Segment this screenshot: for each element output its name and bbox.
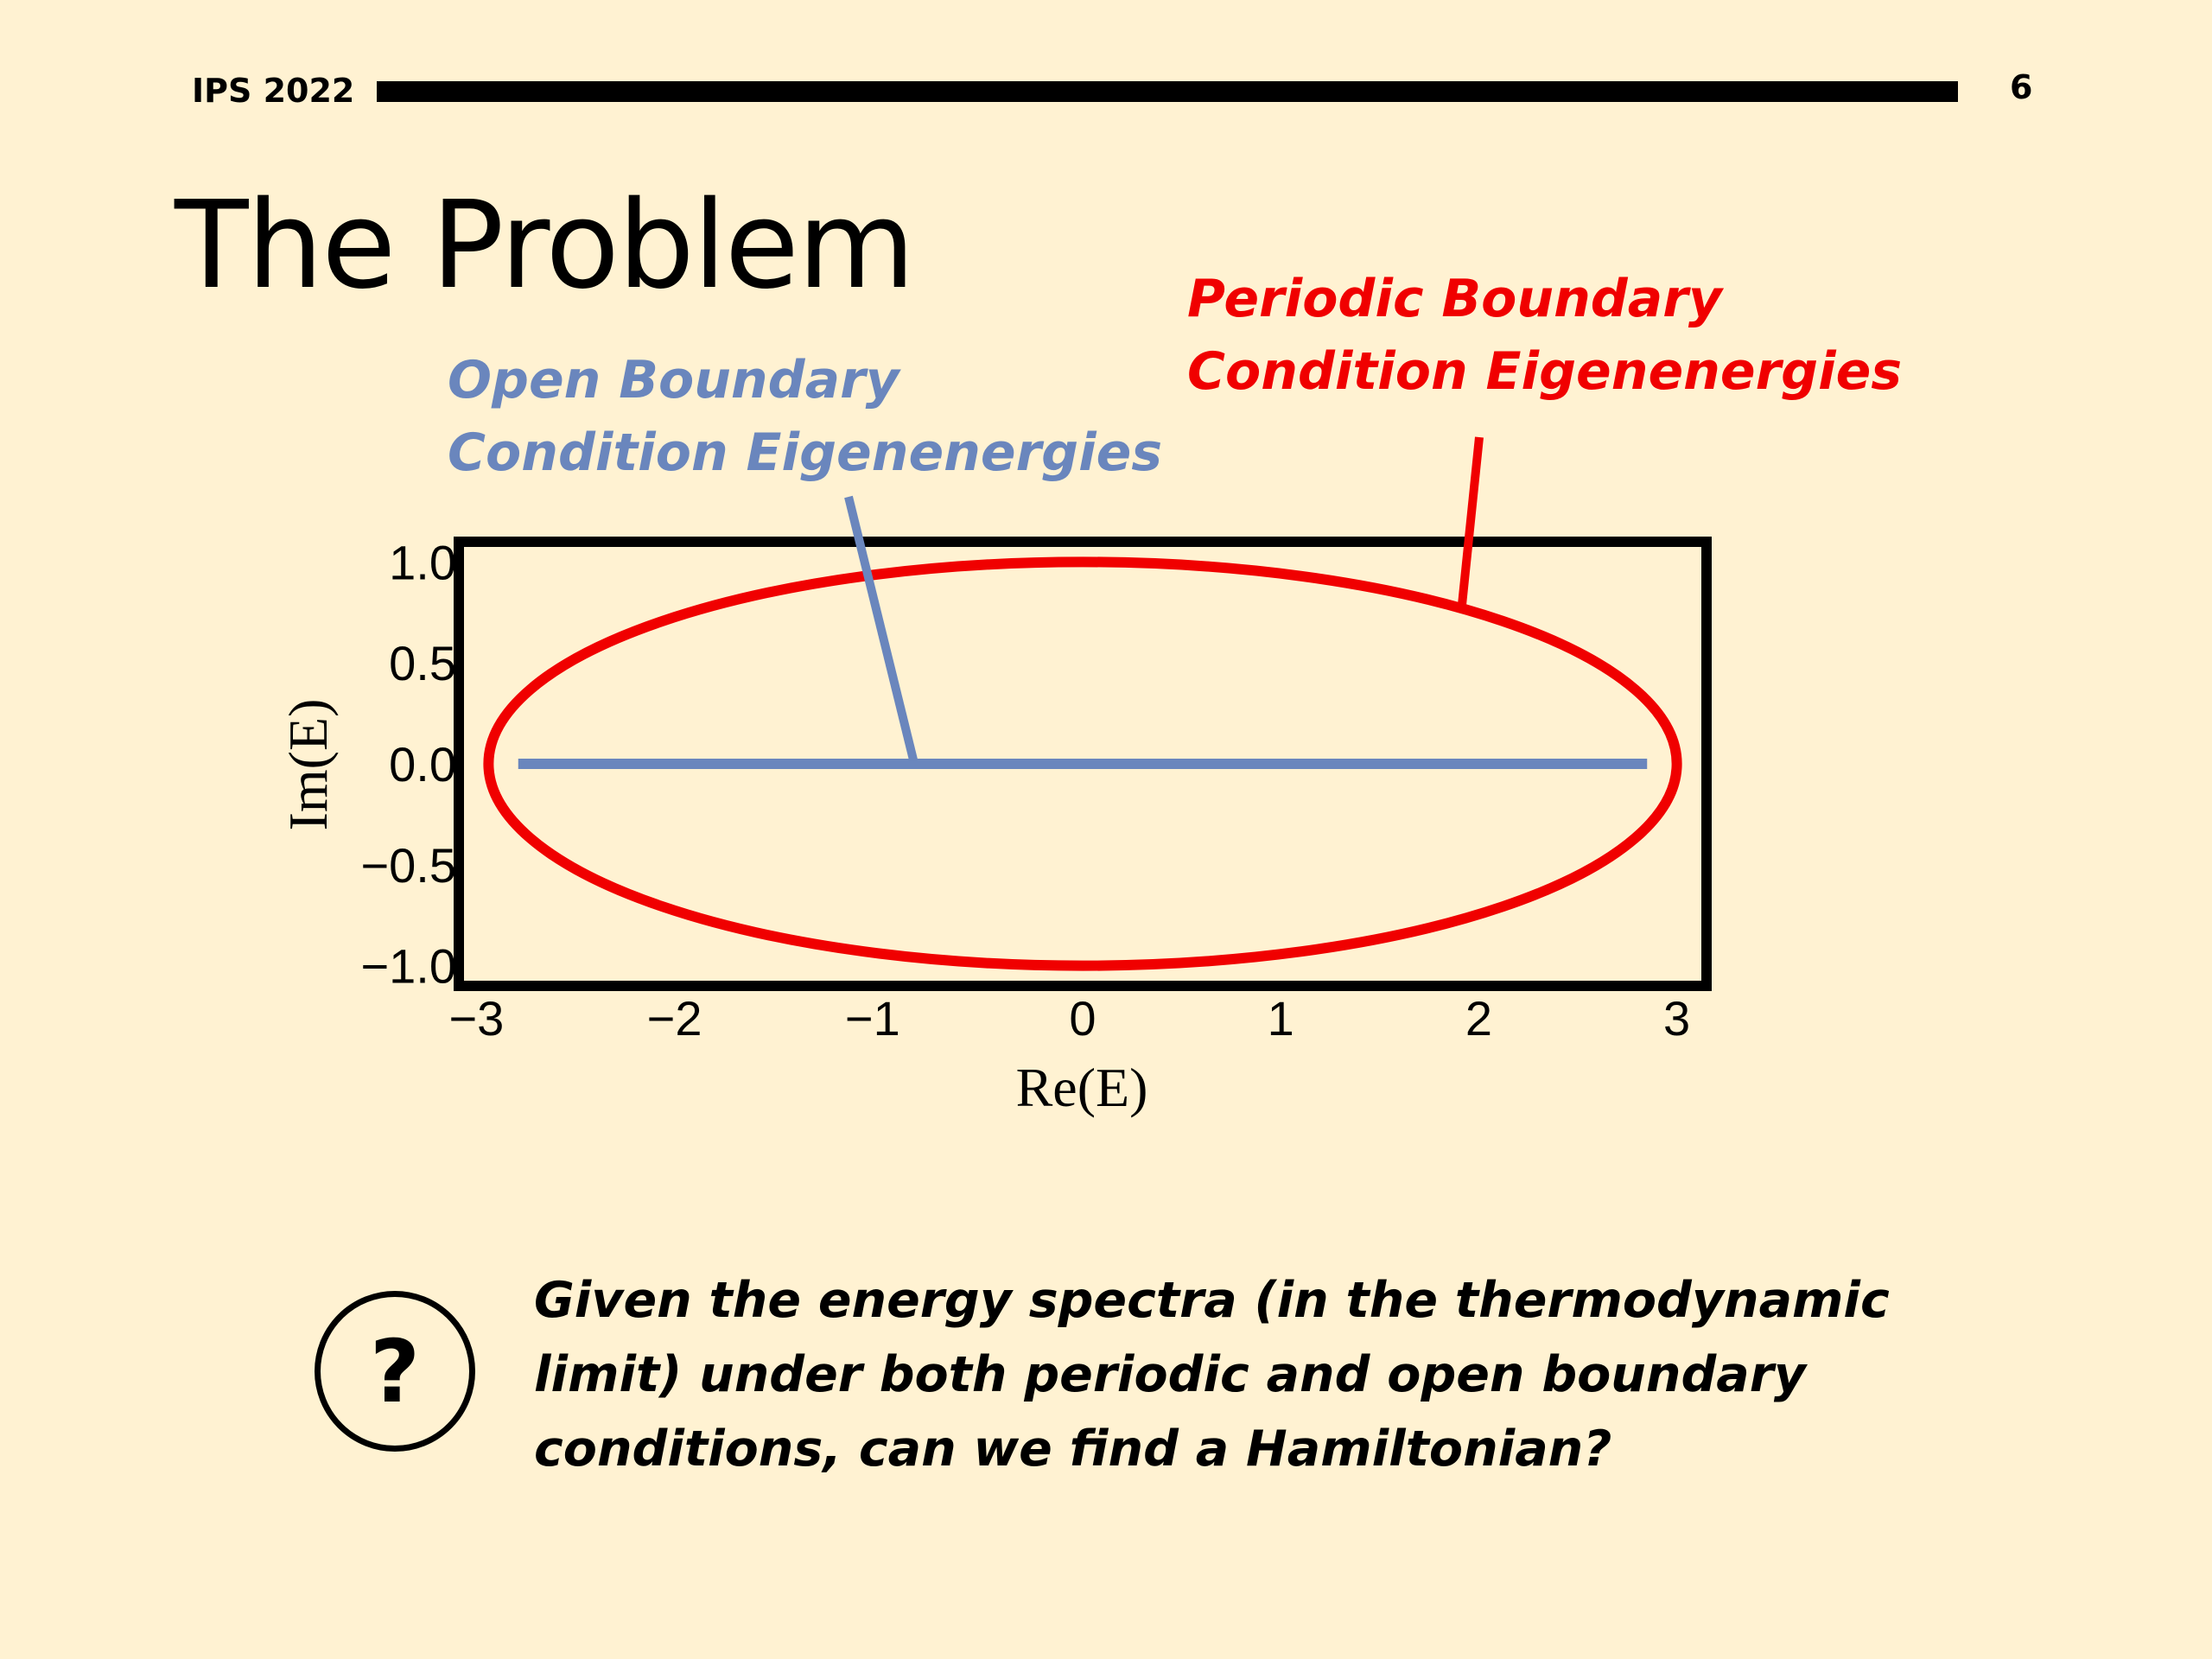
x-tick-label: −1 [845,991,900,1046]
x-tick-label: 3 [1663,991,1690,1046]
slide-title: The Problem [175,175,915,316]
y-tick-label: 1.0 [389,535,456,589]
header-divider-bar [377,81,1958,102]
spectrum-chart: −3 −2 −1 0 1 2 3 1.0 0.5 0.0 −0.5 −1.0 Re(E) Im(E) [277,436,1712,1118]
y-tick-label: −0.5 [360,838,456,893]
question-line-1: Given the energy spectra (in the thermod… [534,1272,1890,1329]
periodic-boundary-callout: Periodic Boundary Condition Eigenenergie… [1187,263,1902,408]
x-tick-label: 1 [1268,991,1294,1046]
y-tick-label: −1.0 [360,939,456,994]
header-conference-label: IPS 2022 [192,72,355,110]
open-boundary-callout-line-1: Open Boundary [448,350,899,410]
pbc-ellipse-series [483,556,1682,971]
plot-frame [454,537,1712,991]
page-number: 6 [2010,68,2033,106]
pbc-callout-pointer [1458,436,1484,606]
obc-callout-pointer [844,495,919,766]
question-text: Given the energy spectra (in the thermod… [534,1263,2003,1486]
periodic-boundary-callout-line-1: Periodic Boundary [1187,269,1722,329]
y-axis-title: Im(E) [277,699,339,831]
question-icon: ? [315,1291,475,1452]
x-tick-label: 0 [1069,991,1096,1046]
x-tick-label: −2 [647,991,702,1046]
y-tick-label: 0.0 [389,737,456,791]
periodic-boundary-callout-line-2: Condition Eigenenergies [1187,341,1903,402]
y-tick-label: 0.5 [389,636,456,690]
open-boundary-callout: Open Boundary Condition Eigenenergies [448,344,1162,489]
question-line-3: conditions, can we find a Hamiltonian? [534,1421,1612,1478]
open-boundary-callout-line-2: Condition Eigenenergies [448,423,1163,483]
question-line-2: limit) under both periodic and open boun… [534,1346,1806,1403]
x-tick-label: 2 [1465,991,1492,1046]
x-tick-label: −3 [448,991,504,1046]
x-axis-title: Re(E) [1016,1057,1148,1118]
